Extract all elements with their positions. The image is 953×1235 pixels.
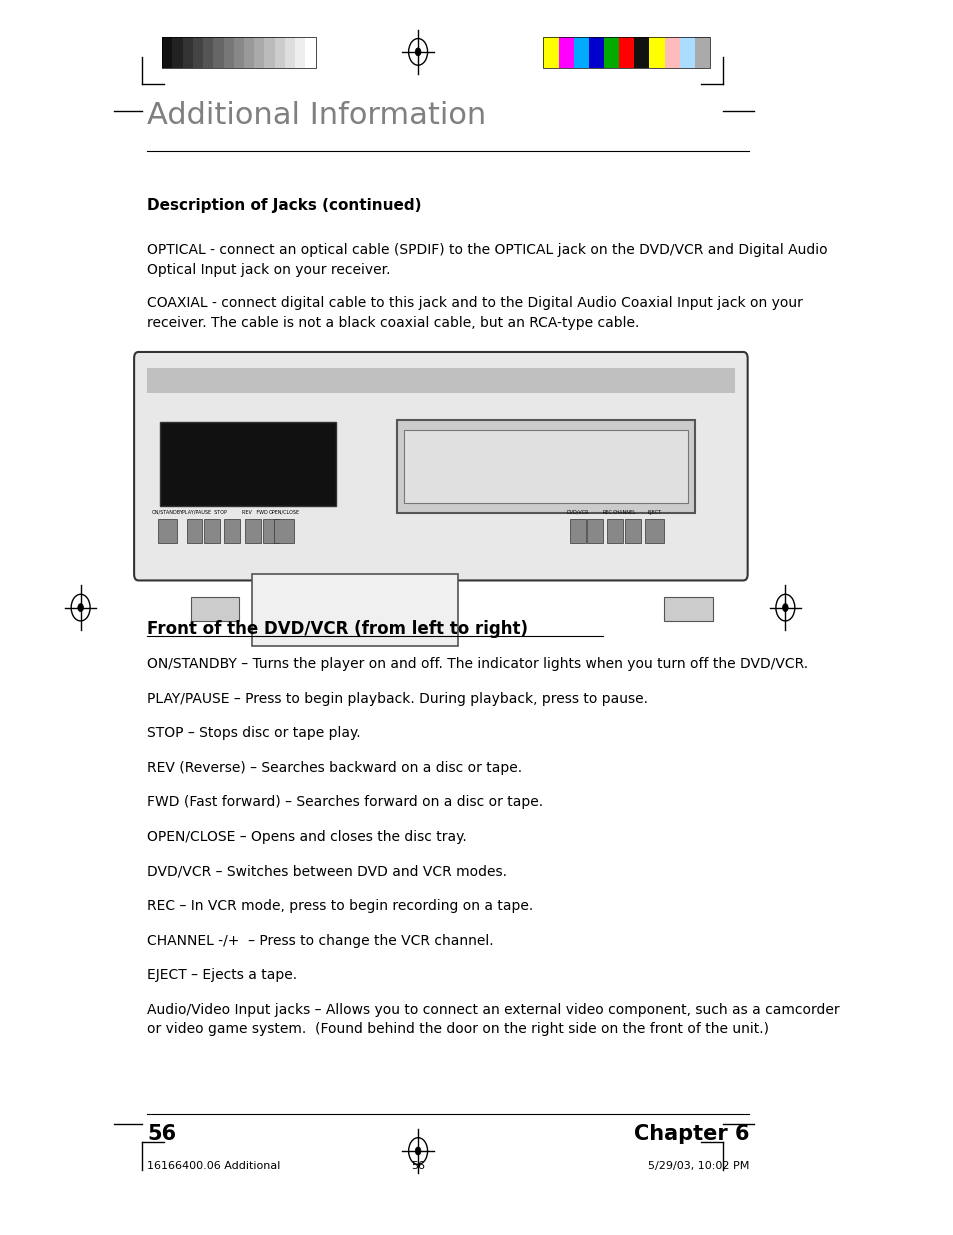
Text: Audio/Video Input jacks – Allows you to connect an external video component, suc: Audio/Video Input jacks – Allows you to … [147, 1003, 839, 1036]
Bar [694, 37, 709, 68]
Bar [543, 37, 709, 68]
Bar [253, 37, 264, 68]
Text: 16166400.06 Additional: 16166400.06 Additional [147, 1161, 280, 1171]
Bar [294, 37, 305, 68]
Bar [213, 37, 223, 68]
Text: Description of Jacks (continued): Description of Jacks (continued) [147, 198, 421, 212]
Text: REC – In VCR mode, press to begin recording on a tape.: REC – In VCR mode, press to begin record… [147, 899, 533, 913]
Bar [162, 37, 172, 68]
Bar [603, 37, 618, 68]
Text: Additional Information: Additional Information [147, 101, 486, 130]
Bar [607, 519, 622, 543]
Bar [253, 574, 458, 646]
Bar [245, 519, 261, 543]
Circle shape [415, 48, 420, 56]
Bar [305, 37, 315, 68]
Bar [663, 597, 712, 621]
Bar [160, 422, 335, 506]
Bar [285, 37, 294, 68]
Bar [224, 519, 240, 543]
Text: PLAY/PAUSE  STOP: PLAY/PAUSE STOP [182, 510, 227, 515]
Text: Chapter 6: Chapter 6 [633, 1124, 749, 1144]
Text: OPTICAL - connect an optical cable (SPDIF) to the OPTICAL jack on the DVD/VCR an: OPTICAL - connect an optical cable (SPDI… [147, 243, 827, 277]
Bar [204, 519, 220, 543]
Circle shape [415, 1147, 420, 1155]
Text: EJECT: EJECT [647, 510, 661, 515]
Bar [618, 37, 634, 68]
Bar [233, 37, 244, 68]
Text: EJECT – Ejects a tape.: EJECT – Ejects a tape. [147, 968, 297, 982]
Bar [172, 37, 182, 68]
Text: FWD (Fast forward) – Searches forward on a disc or tape.: FWD (Fast forward) – Searches forward on… [147, 795, 543, 809]
Bar [274, 37, 285, 68]
Bar [587, 519, 602, 543]
Bar [187, 519, 202, 543]
Text: DVD/VCR: DVD/VCR [566, 510, 588, 515]
Bar [223, 37, 233, 68]
Text: 5/29/03, 10:02 PM: 5/29/03, 10:02 PM [647, 1161, 749, 1171]
Bar [244, 37, 253, 68]
Circle shape [78, 604, 84, 611]
Bar [679, 37, 694, 68]
Text: OPEN/CLOSE: OPEN/CLOSE [268, 510, 299, 515]
Bar [588, 37, 603, 68]
Bar [264, 37, 274, 68]
Text: DVD/VCR – Switches between DVD and VCR modes.: DVD/VCR – Switches between DVD and VCR m… [147, 864, 507, 878]
Text: STOP – Stops disc or tape play.: STOP – Stops disc or tape play. [147, 726, 360, 740]
Text: COAXIAL - connect digital cable to this jack and to the Digital Audio Coaxial In: COAXIAL - connect digital cable to this … [147, 296, 802, 330]
Bar [396, 420, 695, 513]
Text: PLAY/PAUSE – Press to begin playback. During playback, press to pause.: PLAY/PAUSE – Press to begin playback. Du… [147, 692, 648, 705]
Text: REV   FWD: REV FWD [242, 510, 268, 515]
Circle shape [781, 604, 787, 611]
Bar [263, 519, 278, 543]
Bar [649, 37, 664, 68]
Bar [147, 368, 734, 393]
Text: REC: REC [602, 510, 612, 515]
Bar [644, 519, 663, 543]
Bar [569, 519, 585, 543]
Bar [543, 37, 558, 68]
Bar [162, 37, 315, 68]
Bar [203, 37, 213, 68]
Bar [182, 37, 193, 68]
Text: REV (Reverse) – Searches backward on a disc or tape.: REV (Reverse) – Searches backward on a d… [147, 761, 522, 774]
Bar [664, 37, 679, 68]
Text: CHANNEL -/+  – Press to change the VCR channel.: CHANNEL -/+ – Press to change the VCR ch… [147, 934, 494, 947]
Bar [191, 597, 239, 621]
Bar [404, 430, 687, 503]
Text: OPEN/CLOSE – Opens and closes the disc tray.: OPEN/CLOSE – Opens and closes the disc t… [147, 830, 467, 844]
Text: 56: 56 [147, 1124, 176, 1144]
Text: Front of the DVD/VCR (from left to right): Front of the DVD/VCR (from left to right… [147, 620, 528, 638]
Bar [193, 37, 203, 68]
Text: ON/STANDBY – Turns the player on and off. The indicator lights when you turn off: ON/STANDBY – Turns the player on and off… [147, 657, 807, 671]
Bar [558, 37, 573, 68]
Bar [634, 37, 649, 68]
Bar [573, 37, 588, 68]
Text: ON/STANDBY: ON/STANDBY [152, 510, 183, 515]
FancyBboxPatch shape [134, 352, 747, 580]
Bar [274, 519, 294, 543]
Bar [624, 519, 640, 543]
Text: CHANNEL: CHANNEL [613, 510, 637, 515]
Bar [157, 519, 177, 543]
Text: 56: 56 [411, 1161, 425, 1171]
